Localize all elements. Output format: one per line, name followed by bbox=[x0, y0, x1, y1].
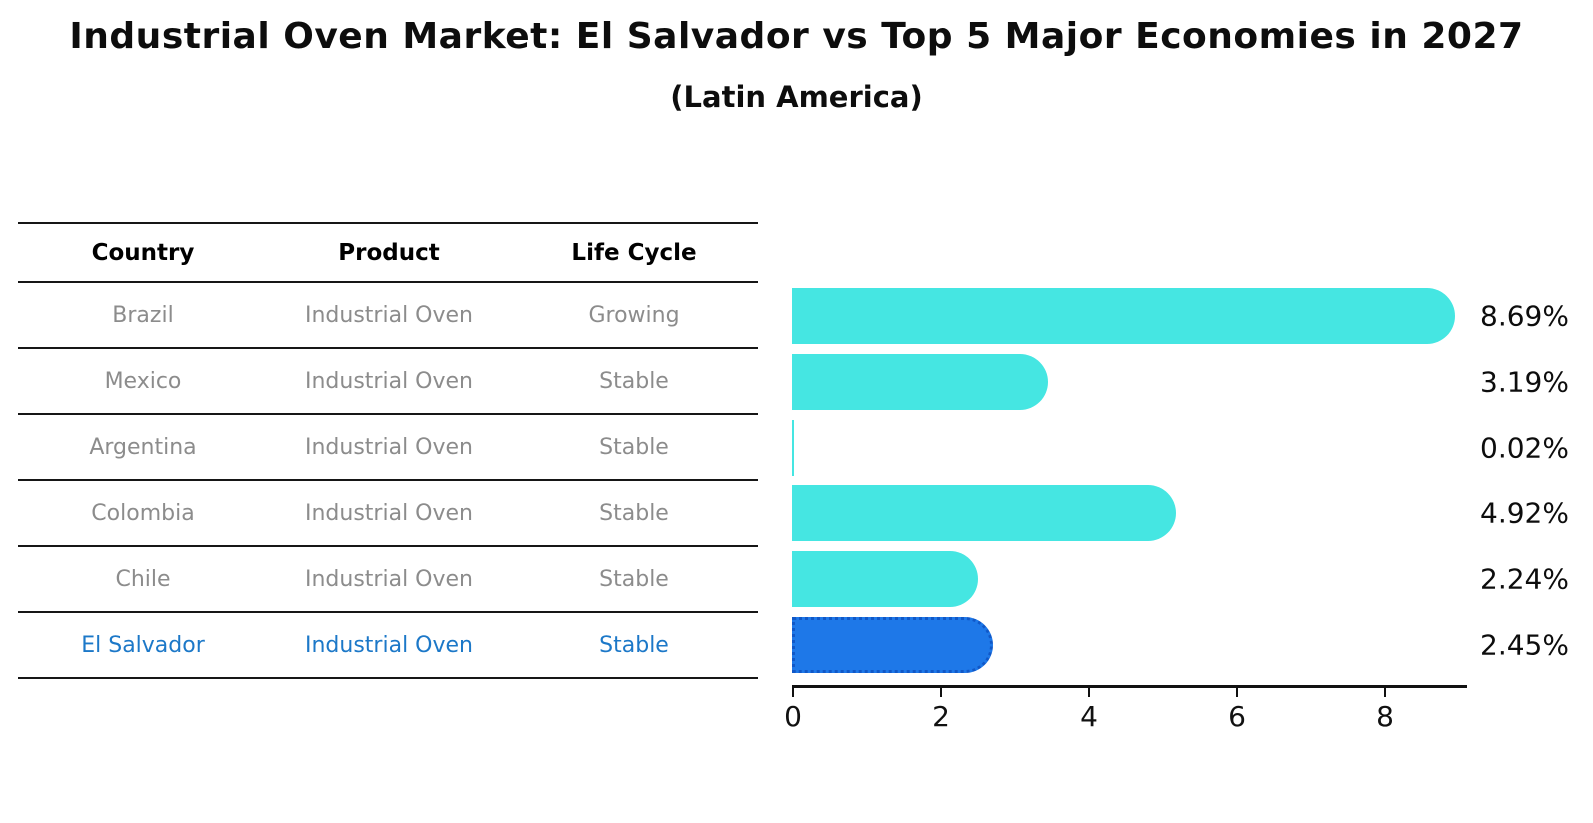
bar-value-label: 2.24% bbox=[1480, 562, 1569, 596]
country-table: Country Product Life Cycle Brazil Industrial… bbox=[18, 222, 758, 679]
cell-country: Mexico bbox=[104, 368, 182, 394]
x-axis-tick-label: 2 bbox=[932, 700, 950, 733]
cell-country: Brazil bbox=[112, 302, 174, 328]
bar-value-label: 8.69% bbox=[1480, 299, 1569, 333]
cell-country: Chile bbox=[115, 566, 171, 592]
x-axis-tick bbox=[940, 688, 942, 697]
chart-title: Industrial Oven Market: El Salvador vs T… bbox=[69, 16, 1524, 57]
cell-life-cycle: Stable bbox=[599, 566, 669, 592]
bar-value-label: 0.02% bbox=[1480, 431, 1569, 465]
cell-country: Colombia bbox=[91, 500, 195, 526]
x-axis-tick-label: 0 bbox=[784, 700, 802, 733]
bar-brazil bbox=[792, 288, 1455, 344]
bar-mexico bbox=[792, 354, 1048, 410]
bar-argentina bbox=[792, 420, 794, 476]
bar-colombia bbox=[792, 485, 1176, 541]
x-axis-tick bbox=[1236, 688, 1238, 697]
table-header-row: Country Product Life Cycle bbox=[18, 222, 758, 283]
cell-life-cycle: Growing bbox=[588, 302, 680, 328]
cell-product: Industrial Oven bbox=[305, 434, 473, 460]
bar-value-label: 2.45% bbox=[1480, 628, 1569, 662]
chart-subtitle: (Latin America) bbox=[670, 80, 923, 114]
x-axis-tick-label: 6 bbox=[1228, 700, 1246, 733]
x-axis-line bbox=[792, 685, 1467, 688]
bar-chart: 8.69% 3.19% 0.02% 4.92% 2.24% 2.45% 0 2 4 6 8 bbox=[784, 280, 1582, 740]
table-header-cell: Country bbox=[91, 239, 195, 266]
x-axis-tick-label: 8 bbox=[1376, 700, 1394, 733]
x-axis-tick-label: 4 bbox=[1080, 700, 1098, 733]
cell-product: Industrial Oven bbox=[305, 500, 473, 526]
bar-chile bbox=[792, 551, 978, 607]
x-axis-tick bbox=[1384, 688, 1386, 697]
cell-product: Industrial Oven bbox=[305, 302, 473, 328]
x-axis-tick bbox=[792, 688, 794, 697]
cell-life-cycle: Stable bbox=[599, 434, 669, 460]
table-row: Mexico Industrial Oven Stable bbox=[18, 349, 758, 415]
cell-country: Argentina bbox=[89, 434, 197, 460]
table-header-cell: Product bbox=[338, 239, 440, 266]
cell-life-cycle: Stable bbox=[599, 368, 669, 394]
table-row: Brazil Industrial Oven Growing bbox=[18, 283, 758, 349]
cell-life-cycle: Stable bbox=[599, 632, 669, 658]
cell-life-cycle: Stable bbox=[599, 500, 669, 526]
bar-value-label: 3.19% bbox=[1480, 365, 1569, 399]
table-header-cell: Life Cycle bbox=[571, 239, 697, 266]
table-row: Colombia Industrial Oven Stable bbox=[18, 481, 758, 547]
x-axis-tick bbox=[1088, 688, 1090, 697]
table-row: Argentina Industrial Oven Stable bbox=[18, 415, 758, 481]
table-row: Chile Industrial Oven Stable bbox=[18, 547, 758, 613]
cell-product: Industrial Oven bbox=[305, 368, 473, 394]
cell-product: Industrial Oven bbox=[305, 566, 473, 592]
bar-el-salvador bbox=[792, 617, 993, 673]
table-row: El Salvador Industrial Oven Stable bbox=[18, 613, 758, 679]
bar-value-label: 4.92% bbox=[1480, 496, 1569, 530]
cell-country: El Salvador bbox=[81, 632, 205, 658]
cell-product: Industrial Oven bbox=[305, 632, 473, 658]
